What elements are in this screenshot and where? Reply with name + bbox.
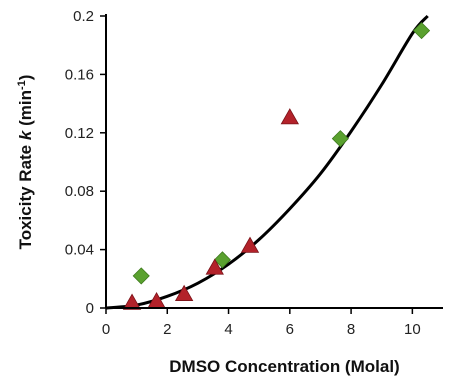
y-axis-title-prefix: Toxicity Rate	[16, 140, 35, 249]
x-tick-label: 6	[286, 321, 294, 338]
ticks-layer: 0 2 4 6 8 10 0 0.04 0.08 0.12 0.16 0.2	[65, 8, 421, 338]
x-axis-title: DMSO Concentration (Molal)	[169, 357, 399, 376]
fit-curve-layer	[105, 14, 429, 310]
triangle-data-point	[240, 236, 260, 253]
data-points-layer	[122, 22, 431, 310]
y-axis-title-variable: k	[16, 129, 35, 140]
x-tick-label: 8	[347, 321, 355, 338]
y-axis-title-unit-close: )	[16, 75, 35, 81]
diamond-data-point	[132, 267, 150, 285]
y-tick-label: 0.2	[73, 8, 94, 25]
x-tick-label: 10	[404, 321, 421, 338]
y-axis-title-unit-open: (min	[16, 90, 35, 131]
x-tick-label: 0	[102, 321, 110, 338]
y-tick-label: 0.12	[65, 125, 94, 142]
y-tick-label: 0.04	[65, 242, 94, 259]
diamond-data-point	[331, 130, 349, 148]
y-tick-label: 0.16	[65, 66, 94, 83]
y-axis-title: Toxicity Rate k (min-1)	[16, 75, 35, 250]
y-axis-title-unit-exponent: -1	[16, 80, 28, 90]
x-tick-label: 4	[224, 321, 232, 338]
y-tick-label: 0.08	[65, 183, 94, 200]
triangle-data-point	[174, 284, 194, 301]
x-tick-label: 2	[163, 321, 171, 338]
triangle-data-point	[122, 293, 142, 310]
triangle-data-point	[280, 108, 300, 125]
y-tick-label: 0	[86, 300, 94, 317]
triangle-data-point	[205, 258, 224, 275]
diamond-data-point	[213, 251, 231, 269]
fit-curve	[105, 14, 429, 310]
diamond-data-point	[412, 22, 431, 40]
